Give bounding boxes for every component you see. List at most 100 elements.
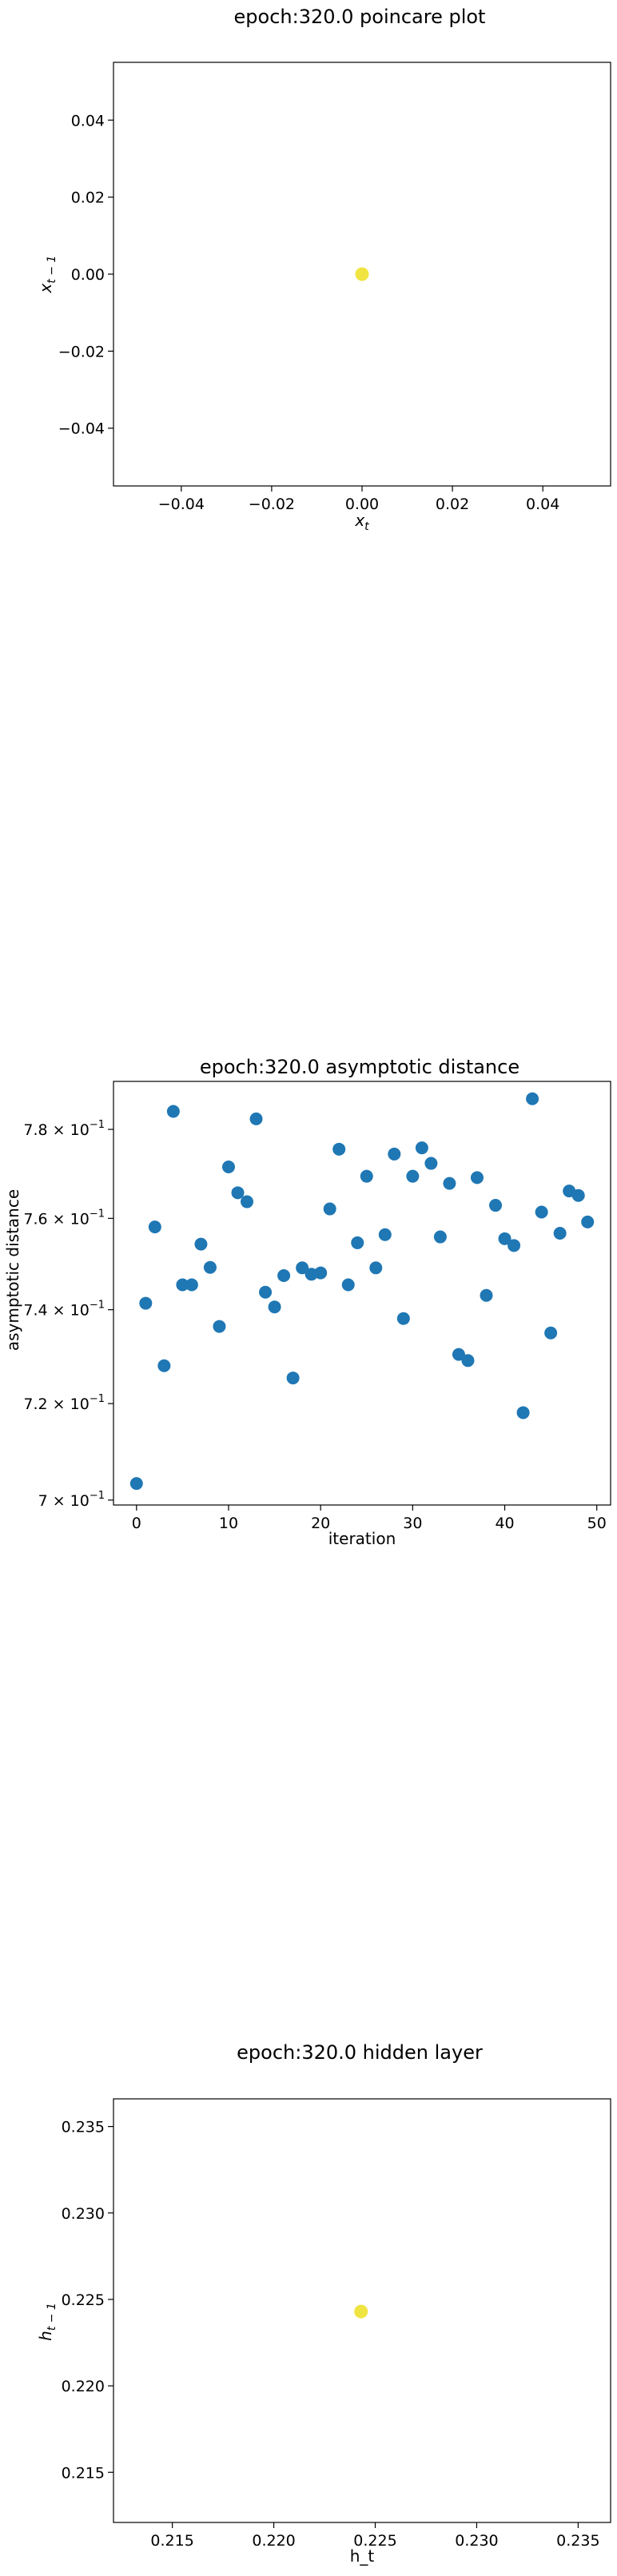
y-axis-ticks: 7.8 × 10−1 7.6 × 10−1 7.4 × 10−1 7.2 × 10−1…	[23, 1119, 113, 1510]
data-point	[406, 1169, 420, 1183]
y-axis-label: xt − 1	[36, 256, 58, 294]
data-point	[286, 1372, 300, 1385]
data-point	[231, 1186, 245, 1200]
y-axis-label: asymptotic distance	[3, 1189, 22, 1351]
data-point	[323, 1202, 336, 1216]
chart-title: epoch:320.0 poincare plot	[234, 6, 486, 28]
x-tick-label: 0.215	[150, 2532, 193, 2550]
y-axis-label: ht − 1	[36, 2303, 58, 2341]
x-tick-label: 0.230	[455, 2532, 498, 2550]
x-axis-ticks: −0.04 −0.02 0.00 0.02 0.04	[158, 486, 559, 513]
data-point	[185, 1278, 198, 1292]
data-point	[480, 1288, 493, 1302]
y-tick-label: 0.220	[62, 2378, 105, 2395]
data-point	[571, 1188, 585, 1202]
x-axis-label: xt	[354, 511, 369, 533]
data-point	[360, 1169, 373, 1183]
y-tick-label: 7.8 × 10−1	[23, 1119, 105, 1139]
y-tick-label: 7.6 × 10−1	[23, 1208, 105, 1228]
x-axis-ticks: 0 10 20 30 40 50	[132, 1505, 607, 1532]
y-tick-label: 0.00	[71, 266, 105, 284]
data-point	[259, 1285, 273, 1299]
y-axis-ticks: 0.04 0.02 0.00 −0.02 −0.04	[58, 112, 113, 438]
x-tick-label: 30	[403, 1515, 422, 1532]
data-point	[544, 1326, 558, 1340]
data-point	[241, 1195, 254, 1208]
y-tick-label: 0.02	[71, 189, 105, 207]
data-point	[526, 1092, 539, 1105]
x-axis-label: h_t	[350, 2546, 375, 2566]
data-point	[470, 1171, 484, 1184]
data-point	[535, 1205, 548, 1219]
data-point	[166, 1105, 180, 1118]
x-axis-ticks: 0.215 0.220 0.225 0.230 0.235	[150, 2522, 600, 2550]
data-point	[129, 1477, 143, 1491]
data-point	[277, 1269, 291, 1283]
data-point	[213, 1320, 226, 1333]
plot-frame	[113, 2098, 611, 2523]
y-axis-ticks: 0.235 0.230 0.225 0.220 0.215	[62, 2119, 113, 2482]
y-tick-label: 0.04	[71, 112, 105, 129]
chart-title: epoch:320.0 hidden layer	[237, 2041, 483, 2064]
data-point	[581, 1215, 595, 1228]
data-point	[396, 1312, 410, 1325]
data-points	[354, 2304, 368, 2319]
data-point	[139, 1296, 153, 1310]
data-point	[296, 1261, 309, 1275]
data-point	[424, 1157, 438, 1170]
y-tick-label: 0.230	[62, 2205, 105, 2223]
y-tick-label: 7 × 10−1	[38, 1490, 105, 1510]
y-tick-label: 7.4 × 10−1	[23, 1300, 105, 1320]
y-tick-label: −0.04	[58, 420, 105, 438]
data-point	[388, 1147, 401, 1161]
x-tick-label: −0.04	[158, 496, 205, 513]
data-point	[194, 1237, 208, 1251]
y-tick-label: 7.2 × 10−1	[23, 1393, 105, 1413]
data-point	[433, 1230, 447, 1244]
hidden-layer-chart: epoch:320.0 hidden layer 0.215 0.220 0.225…	[36, 2041, 611, 2566]
data-point	[354, 2304, 368, 2319]
x-axis-label: iteration	[328, 1529, 396, 1548]
data-point	[508, 1239, 521, 1252]
data-point	[369, 1261, 383, 1275]
data-point	[157, 1359, 171, 1372]
data-point	[341, 1278, 355, 1292]
data-point	[351, 1236, 364, 1249]
data-point	[461, 1354, 475, 1368]
x-tick-label: 0.04	[526, 496, 559, 513]
data-point	[452, 1348, 465, 1361]
data-point	[443, 1177, 456, 1190]
x-tick-label: 10	[219, 1515, 238, 1532]
x-tick-label: 0.235	[556, 2532, 599, 2550]
y-tick-label: −0.02	[58, 343, 105, 360]
data-point	[489, 1199, 503, 1212]
x-tick-label: 0.02	[436, 496, 469, 513]
data-point	[332, 1142, 346, 1156]
y-tick-label: 0.225	[62, 2291, 105, 2309]
data-point	[314, 1266, 328, 1280]
data-point	[249, 1112, 263, 1125]
x-tick-label: 0.220	[252, 2532, 295, 2550]
data-point	[355, 267, 369, 281]
x-tick-label: 0.225	[353, 2532, 396, 2550]
x-tick-label: 20	[311, 1515, 330, 1532]
y-tick-label: 0.215	[62, 2464, 105, 2482]
plot-frame	[113, 1081, 611, 1506]
data-point	[498, 1232, 512, 1245]
x-tick-label: 40	[495, 1515, 514, 1532]
data-point	[221, 1160, 235, 1173]
data-point	[415, 1141, 428, 1155]
data-point	[378, 1228, 392, 1241]
data-point	[553, 1227, 567, 1240]
data-point	[203, 1260, 217, 1274]
data-points	[129, 1092, 595, 1491]
x-tick-label: 0	[132, 1515, 141, 1532]
poincare-chart: epoch:320.0 poincare plot −0.04 −0.02 0.00…	[36, 6, 611, 533]
data-point	[148, 1220, 161, 1234]
asymptotic-distance-chart: epoch:320.0 asymptotic distance 0 10 20 30 4…	[3, 1056, 611, 1548]
x-tick-label: −0.02	[249, 496, 295, 513]
x-tick-label: 50	[587, 1515, 607, 1532]
data-point	[516, 1406, 530, 1419]
data-point	[268, 1300, 281, 1314]
